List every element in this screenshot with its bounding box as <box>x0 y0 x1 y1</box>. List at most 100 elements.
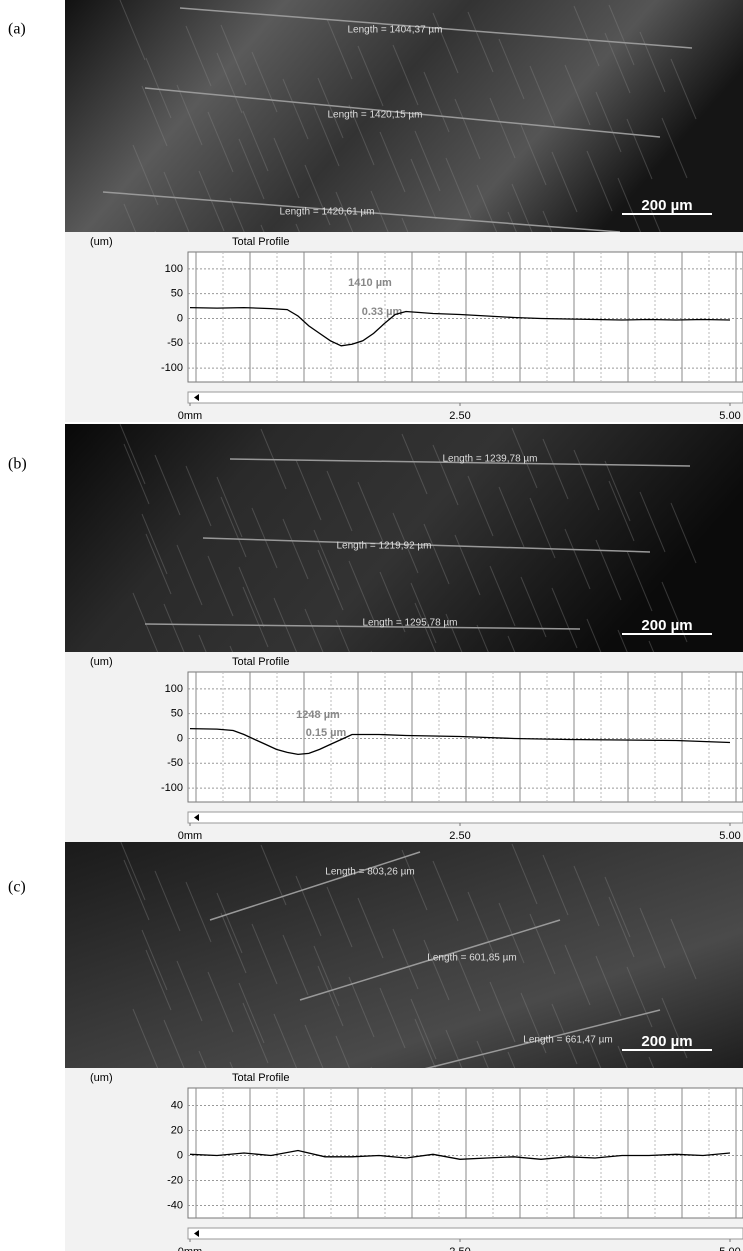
texture-streak <box>176 544 203 606</box>
micrograph <box>65 840 743 1068</box>
texture-streak <box>220 912 247 974</box>
texture-streak <box>564 944 591 1006</box>
texture-streak <box>163 171 190 233</box>
measure-line <box>102 191 621 233</box>
texture-streak <box>238 566 265 628</box>
texture-streak <box>529 65 556 127</box>
panel-label: (b) <box>8 456 27 473</box>
texture-streak <box>326 18 353 80</box>
measure-line <box>209 851 421 921</box>
texture-streak <box>242 1002 269 1064</box>
measure-line <box>144 623 581 630</box>
measurement: Length = 1295,78 µm <box>363 618 458 629</box>
chart-title: Total Profile <box>232 236 289 248</box>
measurement: Length = 601,85 µm <box>427 953 516 964</box>
annotation: 1248 µm <box>296 709 340 721</box>
texture-streak <box>617 177 644 239</box>
texture-streak <box>313 529 340 591</box>
texture-streak <box>454 534 481 596</box>
texture-streak <box>176 84 203 146</box>
profile-chart: (um) Total Profile 100 50 0 -50 -100 0mm 2.50 5.0… <box>65 232 743 422</box>
profile-chart: (um) Total Profile 100 50 0 -50 -100 0mm 2.50 5.0… <box>65 652 743 842</box>
texture-streak <box>432 860 459 922</box>
texture-streak <box>423 939 450 1001</box>
scale-bar-label: 200 µm <box>641 617 692 634</box>
texture-streak <box>132 592 159 654</box>
texture-streak <box>260 844 287 906</box>
profile-line <box>189 306 731 347</box>
y-axis-label: (um) <box>90 236 113 248</box>
texture-streak <box>348 976 375 1038</box>
scrollbar <box>187 811 743 824</box>
x-tick-label: 0mm <box>178 410 202 422</box>
texture-streak <box>273 1013 300 1075</box>
texture-streak <box>608 480 635 542</box>
texture-streak <box>392 512 419 574</box>
y-tick-label: -50 <box>167 757 183 769</box>
texture-streak <box>661 581 688 643</box>
texture-streak <box>670 918 697 980</box>
texture-streak <box>604 460 631 522</box>
texture-streak <box>313 105 340 167</box>
x-tick-label: 0mm <box>178 830 202 842</box>
y-axis-label: (um) <box>90 656 113 668</box>
texture-streak <box>467 11 494 73</box>
texture-streak <box>454 950 481 1012</box>
texture-streak <box>317 549 344 611</box>
y-axis-label: (um) <box>90 1072 113 1084</box>
measure-line <box>299 919 561 1001</box>
texture-streak <box>498 38 525 100</box>
texture-streak <box>295 875 322 937</box>
texture-streak <box>238 138 265 200</box>
profile-line <box>189 1149 731 1160</box>
texture-streak <box>414 130 441 192</box>
texture-streak <box>282 934 309 996</box>
texture-streak <box>511 427 538 489</box>
texture-streak <box>242 110 269 172</box>
texture-streak <box>639 491 666 553</box>
texture-streak <box>317 965 344 1027</box>
measure-line <box>229 458 691 467</box>
texture-streak <box>220 496 247 558</box>
texture-streak <box>573 5 600 67</box>
texture-streak <box>608 896 635 958</box>
texture-streak <box>238 982 265 1044</box>
texture-streak <box>639 907 666 969</box>
texture-streak <box>445 157 472 219</box>
measure-line <box>419 1009 661 1071</box>
scale-bar-label: 200 µm <box>641 1033 692 1050</box>
texture-streak <box>498 486 525 548</box>
texture-streak <box>520 124 547 186</box>
texture-streak <box>185 25 212 87</box>
measure-line <box>144 87 661 138</box>
texture-streak <box>216 892 243 954</box>
texture-streak <box>529 497 556 559</box>
scrollbar <box>187 391 743 404</box>
measure-line <box>202 537 651 553</box>
texture-streak <box>564 64 591 126</box>
texture-streak <box>392 928 419 990</box>
scroll-arrow <box>194 1230 199 1237</box>
y-tick-label: -50 <box>167 337 183 349</box>
texture-streak <box>145 533 172 595</box>
texture-streak <box>489 97 516 159</box>
texture-streak <box>595 91 622 153</box>
chart-title: Total Profile <box>232 656 289 668</box>
texture-streak <box>357 897 384 959</box>
texture-streak <box>410 582 437 644</box>
texture-streak <box>273 137 300 199</box>
texture-streak <box>489 565 516 627</box>
texture-streak <box>313 945 340 1007</box>
y-tick-label: -100 <box>161 362 183 374</box>
texture-streak <box>132 144 159 206</box>
texture-streak <box>207 971 234 1033</box>
texture-streak <box>401 433 428 495</box>
y-tick-label: 40 <box>171 1099 183 1111</box>
measurement: Length = 661,47 µm <box>523 1035 612 1046</box>
texture-streak <box>220 24 247 86</box>
panel-label: (a) <box>8 21 26 38</box>
y-tick-label: 100 <box>165 263 183 275</box>
texture-streak <box>119 423 146 485</box>
texture-streak <box>185 881 212 943</box>
y-tick-label: -40 <box>167 1199 183 1211</box>
